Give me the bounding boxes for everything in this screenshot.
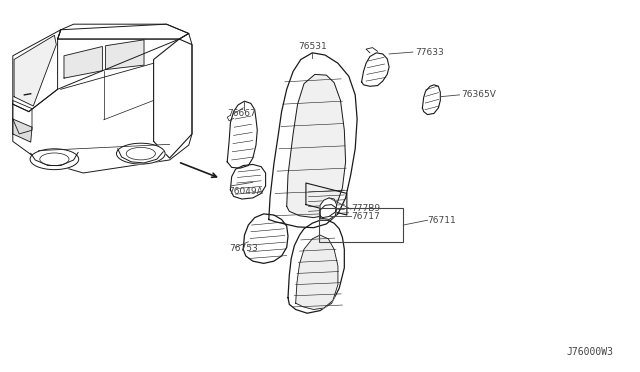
Polygon shape [106, 40, 144, 70]
Polygon shape [306, 183, 347, 215]
Ellipse shape [30, 149, 79, 170]
Polygon shape [230, 164, 266, 199]
Polygon shape [13, 100, 32, 134]
Polygon shape [362, 53, 389, 86]
Polygon shape [13, 33, 192, 173]
Text: 76711: 76711 [428, 216, 456, 225]
Polygon shape [296, 235, 338, 310]
Polygon shape [154, 39, 192, 158]
Polygon shape [64, 46, 102, 78]
Polygon shape [320, 205, 337, 219]
Polygon shape [287, 74, 346, 218]
Text: 76717: 76717 [351, 212, 380, 221]
Ellipse shape [116, 143, 165, 164]
Polygon shape [269, 53, 357, 228]
Text: 76667: 76667 [227, 109, 256, 118]
Text: 76753: 76753 [229, 244, 258, 253]
Text: 76049A: 76049A [228, 187, 263, 196]
Polygon shape [320, 198, 337, 218]
Polygon shape [14, 35, 56, 106]
Polygon shape [58, 24, 189, 39]
Text: 76365V: 76365V [461, 90, 495, 99]
Text: J76000W3: J76000W3 [566, 347, 613, 356]
Bar [319, 208, 403, 242]
Polygon shape [288, 220, 344, 313]
Text: 777B9: 777B9 [351, 204, 380, 213]
Polygon shape [227, 101, 257, 168]
Polygon shape [58, 24, 189, 39]
Polygon shape [13, 30, 61, 112]
Text: 77633: 77633 [415, 48, 444, 57]
Polygon shape [422, 85, 440, 115]
Polygon shape [243, 214, 288, 263]
Polygon shape [13, 119, 32, 142]
Text: 76531: 76531 [298, 42, 326, 51]
